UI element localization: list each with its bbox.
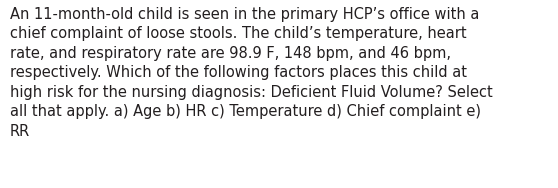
Text: An 11-month-old child is seen in the primary HCP’s office with a
chief complaint: An 11-month-old child is seen in the pri… xyxy=(10,7,493,139)
